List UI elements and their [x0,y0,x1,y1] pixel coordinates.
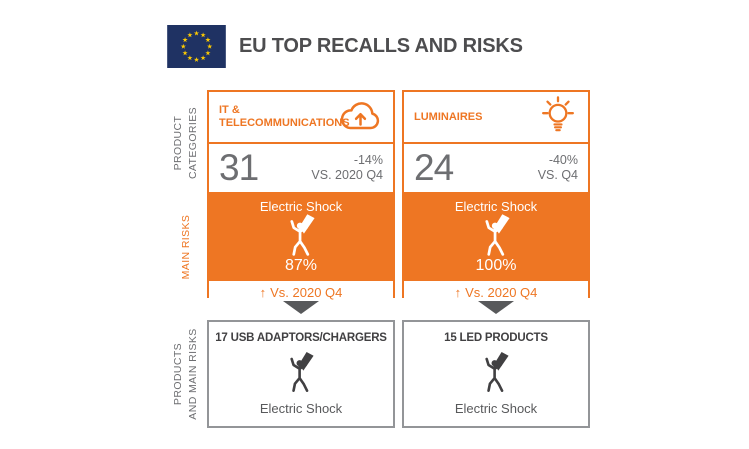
change-reference: VS. Q4 [537,168,578,182]
recall-count: 24 [414,147,454,188]
risk-percent: 87% [284,257,318,274]
down-arrow-icon [283,301,319,314]
light-bulb-icon [542,96,574,132]
product-title: 15 LED PRODUCTS [444,332,548,344]
category-card-header: LUMINAIRES [404,92,588,144]
category-card-it-telecom: IT & TELECOMMUNICATIONS 31 -14% VS. 2020… [207,90,395,303]
product-risk-label: Electric Shock [454,401,538,416]
trend-strip: ↑ Vs. 2020 Q4 [209,281,393,303]
risk-label: Electric Shock [454,199,538,214]
product-risk-label: Electric Shock [259,401,343,416]
change-percent: -40% [548,153,578,167]
recall-count: 31 [219,147,259,188]
category-card-header: IT & TELECOMMUNICATIONS [209,92,393,144]
change-reference: VS. 2020 Q4 [311,168,383,182]
products-card-usb-adaptors: 17 USB ADAPTORS/CHARGERS Electric Shock [207,320,395,428]
recall-change: -14% VS. 2020 Q4 [311,153,383,183]
electric-shock-icon [290,352,315,392]
change-percent: -14% [353,153,383,167]
trend-label: Vs. 2020 Q4 [465,284,538,300]
category-stats: 24 -40% VS. Q4 [404,144,588,192]
trend-label: Vs. 2020 Q4 [270,284,343,300]
cloud-upload-icon [340,102,380,130]
category-card-luminaires: LUMINAIRES 24 -40% VS. Q4 Electric Shock… [402,90,590,303]
products-card-led-products: 15 LED PRODUCTS Electric Shock [402,320,590,428]
up-arrow-icon: ↑ [454,284,462,300]
category-name: IT & TELECOMMUNICATIONS [219,104,350,129]
product-title: 17 USB ADAPTORS/CHARGERS [215,332,387,344]
category-stats: 31 -14% VS. 2020 Q4 [209,144,393,192]
sidebar-label-product-categories: PRODUCT CATEGORIES [172,106,199,180]
header: EU TOP RECALLS AND RISKS [167,24,523,68]
sidebar-label-products-and-main-risks: PRODUCTS AND MAIN RISKS [172,328,199,420]
electric-shock-icon [485,352,510,392]
page-title: EU TOP RECALLS AND RISKS [239,34,523,57]
trend-strip: ↑ Vs. 2020 Q4 [404,281,588,303]
electric-shock-icon [484,214,511,256]
category-name: LUMINAIRES [414,110,483,123]
risk-label: Electric Shock [259,199,343,214]
risk-percent: 100% [475,257,517,274]
up-arrow-icon: ↑ [259,284,267,300]
electric-shock-icon [289,214,316,256]
sidebar-label-main-risks: MAIN RISKS [179,214,192,280]
main-risk-panel: Electric Shock 87% [209,192,393,281]
eu-flag-icon [167,24,226,68]
recall-change: -40% VS. Q4 [538,153,578,183]
main-risk-panel: Electric Shock 100% [404,192,588,281]
down-arrow-icon [478,301,514,314]
